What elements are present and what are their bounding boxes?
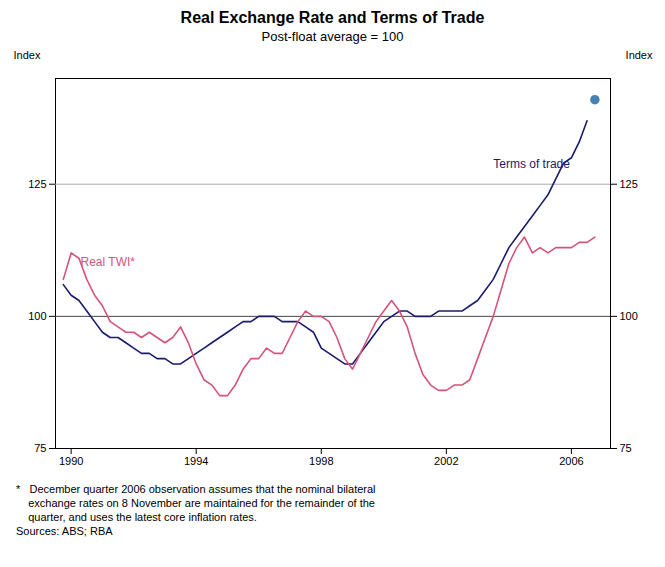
svg-text:2002: 2002 — [434, 455, 458, 467]
svg-text:1998: 1998 — [309, 455, 333, 467]
html-text:exchange rates on 8 November a: exchange rates on 8 November are maintai… — [16, 497, 375, 509]
svg-text:Index: Index — [626, 49, 653, 61]
svg-text:125: 125 — [28, 178, 46, 190]
html-text:Post-float average = 100: Post-float average = 100 — [261, 29, 404, 44]
html-text:Real Exchange Rate and Terms o: Real Exchange Rate and Terms of Trade — [180, 9, 485, 26]
svg-text:100: 100 — [620, 310, 638, 322]
svg-text:Index: Index — [14, 49, 41, 61]
html-text:* December quarter 2006 observ: * December quarter 2006 observation assu… — [16, 483, 376, 495]
svg-text:75: 75 — [34, 442, 46, 454]
svg-text:1990: 1990 — [59, 455, 83, 467]
html-text:Sources: ABS; RBA: Sources: ABS; RBA — [16, 525, 113, 537]
html-text:quarter, and uses the latest c: quarter, and uses the latest core inflat… — [16, 511, 257, 523]
svg-text:Terms of trade: Terms of trade — [493, 157, 570, 171]
svg-text:75: 75 — [620, 442, 632, 454]
svg-text:1994: 1994 — [184, 455, 208, 467]
svg-text:Real TWI*: Real TWI* — [81, 255, 136, 269]
svg-text:2006: 2006 — [559, 455, 583, 467]
svg-text:100: 100 — [28, 310, 46, 322]
svg-text:125: 125 — [620, 178, 638, 190]
